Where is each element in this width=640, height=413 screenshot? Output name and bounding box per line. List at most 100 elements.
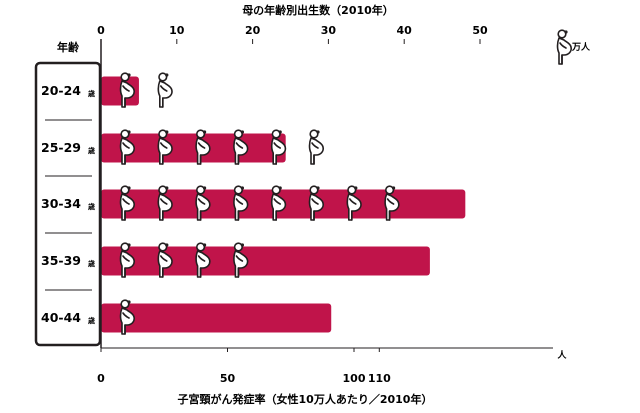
top-tick-label: 30 — [321, 24, 337, 37]
icon-hair — [354, 186, 358, 190]
age-suffix: 歳 — [88, 89, 95, 98]
icon-arm — [348, 198, 357, 205]
icon-head — [120, 72, 130, 82]
icon-head — [158, 242, 168, 252]
bottom-tick-label: 50 — [220, 372, 236, 385]
icon-head — [309, 129, 319, 139]
icon-arm — [122, 142, 130, 149]
icon-hair — [127, 130, 131, 134]
icon-arm — [235, 255, 244, 262]
icon-arm — [273, 142, 282, 149]
age-suffix: 歳 — [88, 316, 95, 325]
bottom-tick-label: 0 — [97, 372, 105, 385]
icon-body — [157, 80, 173, 108]
icon-head — [196, 185, 206, 195]
birth-icon — [308, 185, 324, 221]
icon-body — [308, 137, 324, 165]
icon-head — [196, 242, 206, 252]
icon-arm — [559, 42, 567, 49]
top-tick-label: 40 — [397, 24, 413, 37]
icon-head — [271, 185, 281, 195]
bottom-unit-label: 人 — [556, 349, 567, 361]
birth-icon — [157, 185, 173, 221]
birth-icon — [157, 242, 173, 278]
icon-arm — [122, 255, 130, 262]
birth-icon — [233, 185, 249, 221]
birth-icon — [119, 242, 135, 278]
birth-icons — [119, 72, 400, 335]
icon-head — [233, 242, 243, 252]
icon-hair — [127, 300, 131, 304]
birth-icon — [346, 185, 362, 221]
icon-hair — [278, 130, 282, 134]
birth-icon — [195, 185, 211, 221]
birth-icon — [195, 129, 211, 165]
icon-head — [158, 72, 168, 82]
icon-hair — [127, 73, 131, 77]
icon-hair — [165, 73, 169, 77]
birth-icon — [157, 129, 173, 165]
bar-35-39 — [101, 246, 430, 276]
bottom-axis-title: 子宮頸がん発症率（女性10万人あたり／2010年） — [178, 392, 433, 406]
icon-head — [557, 29, 567, 39]
icon-arm — [197, 198, 206, 205]
bottom-tick-label: 100 — [343, 372, 366, 385]
icon-head — [347, 185, 357, 195]
icon-arm — [160, 255, 168, 262]
icon-hair — [165, 130, 169, 134]
icon-hair — [127, 186, 131, 190]
icon-head — [158, 129, 168, 139]
age-suffix: 歳 — [88, 259, 95, 268]
age-suffix: 歳 — [88, 202, 95, 211]
birth-icon — [119, 185, 135, 221]
icon-hair — [203, 243, 207, 247]
icon-head — [309, 185, 319, 195]
birth-icon — [157, 72, 173, 108]
birth-icon — [233, 129, 249, 165]
birth-icon — [270, 185, 287, 221]
icon-hair — [127, 243, 131, 247]
icon-hair — [278, 186, 282, 190]
top-tick-label: 50 — [472, 24, 488, 37]
icon-hair — [165, 186, 169, 190]
age-box-frame — [34, 61, 102, 347]
age-suffix: 歳 — [88, 146, 95, 155]
icon-arm — [197, 255, 206, 262]
icon-arm — [235, 198, 244, 205]
icon-head — [233, 129, 243, 139]
icon-head — [120, 299, 130, 309]
top-axis-title: 母の年齢別出生数（2010年） — [242, 3, 394, 17]
icon-hair — [165, 243, 169, 247]
age-header: 年齢 — [57, 40, 80, 54]
icon-hair — [316, 186, 320, 190]
birth-icon — [233, 242, 249, 278]
icon-arm — [386, 198, 395, 205]
icon-arm — [197, 142, 206, 149]
icon-hair — [203, 130, 207, 134]
bottom-tick-label: 110 — [368, 372, 391, 385]
top-axis-ticks: 0 10 20 30 40 50 — [97, 24, 488, 44]
top-tick-label: 0 — [97, 24, 105, 37]
icon-head — [233, 185, 243, 195]
age-label: 40-44 — [41, 310, 81, 325]
icon-hair — [240, 130, 244, 134]
birth-icon — [119, 72, 135, 108]
icon-head — [120, 242, 130, 252]
birth-icon — [384, 185, 400, 221]
bottom-axis-ticks: 0 50 100 110 — [97, 348, 391, 385]
icon-head — [196, 129, 206, 139]
icon-arm — [122, 198, 130, 205]
icon-head — [120, 185, 130, 195]
birth-icon — [119, 299, 135, 335]
icon-hair — [240, 186, 244, 190]
age-label: 20-24 — [41, 83, 81, 98]
icon-hair — [392, 186, 396, 190]
icon-head — [271, 129, 281, 139]
icon-hair — [203, 186, 207, 190]
age-label: 35-39 — [41, 253, 81, 268]
birth-icon — [308, 129, 324, 165]
icon-hair — [564, 30, 568, 34]
top-unit-label: 万人 — [571, 41, 591, 53]
